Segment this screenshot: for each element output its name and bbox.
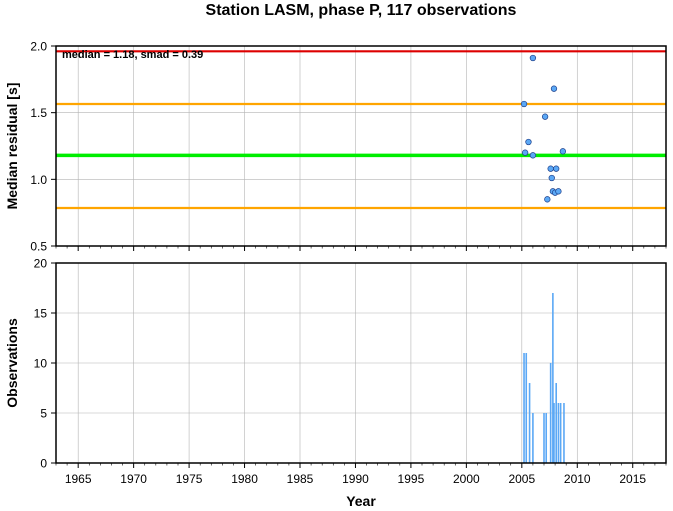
residual-point — [544, 196, 551, 203]
observations-panel: 0 5 10 15 20 1965 1970 1975 1980 1985 1990 1995 200… — [4, 246, 667, 509]
year-x-label: Year — [346, 493, 376, 509]
residual-point — [555, 188, 562, 195]
y-tick-label: 0.5 — [30, 240, 47, 254]
residual-point — [520, 100, 528, 108]
reference-lines — [56, 50, 666, 210]
y-tick-label: 15 — [34, 307, 48, 321]
observation-bar — [549, 363, 552, 463]
residual-y-ticks: 0.5 1.0 1.5 2.0 — [30, 40, 56, 254]
observations-grid — [56, 262, 666, 464]
observation-bar — [557, 403, 560, 463]
observation-bar — [559, 403, 562, 463]
residual-point — [548, 174, 555, 182]
observation-bar — [545, 413, 548, 463]
x-tick-label: 2010 — [564, 472, 591, 486]
observation-bar — [543, 413, 545, 463]
residual-point — [559, 148, 567, 155]
residual-frame — [55, 45, 667, 247]
x-tick-label: 1970 — [120, 472, 147, 486]
residual-point — [529, 54, 537, 62]
residual-points — [520, 54, 567, 203]
x-tick-label: 1990 — [342, 472, 369, 486]
year-ticks: 1965 1970 1975 1980 1985 1990 1995 2000 2005 2010… — [55, 246, 667, 486]
residual-point — [550, 85, 558, 92]
x-tick-label: 1975 — [176, 472, 203, 486]
median-annotation: median = 1.18, smad = 0.39 — [62, 49, 203, 61]
residual-point — [525, 138, 532, 146]
residual-point — [521, 149, 529, 156]
x-tick-label: 2000 — [453, 472, 480, 486]
observation-bar — [552, 293, 554, 463]
residual-point — [541, 113, 549, 120]
residual-y-label: Median residual [s] — [4, 83, 20, 210]
observation-bars — [523, 293, 565, 463]
observations-y-ticks: 0 5 10 15 20 — [34, 257, 56, 471]
y-tick-label: 5 — [40, 407, 47, 421]
observations-y-label: Observations — [4, 318, 20, 408]
x-tick-label: 1985 — [287, 472, 314, 486]
residual-point — [553, 165, 560, 172]
y-tick-label: 0 — [40, 457, 47, 471]
x-tick-label: 1980 — [231, 472, 258, 486]
observation-bar — [525, 353, 528, 463]
observation-bar — [563, 403, 565, 463]
y-tick-label: 1.0 — [30, 173, 47, 187]
residual-panel: 0.51.01.52.0 median = 1.18, smad = 0.39 … — [4, 40, 667, 254]
y-tick-label: 2.0 — [30, 40, 47, 54]
y-tick-label: 10 — [34, 357, 48, 371]
residual-point — [529, 152, 537, 159]
x-tick-label: 2015 — [619, 472, 646, 486]
y-tick-label: 20 — [34, 257, 48, 271]
observation-bar — [532, 413, 534, 463]
observation-bar — [555, 383, 557, 463]
x-tick-label: 2005 — [508, 472, 535, 486]
residual-grid — [56, 45, 666, 247]
observation-bar — [528, 383, 531, 463]
x-tick-label: 1995 — [398, 472, 425, 486]
observation-bar — [553, 403, 555, 463]
x-tick-label: 1965 — [65, 472, 92, 486]
observation-bar — [523, 353, 525, 463]
chart-title: Station LASM, phase P, 117 observations — [206, 2, 517, 19]
residual-point — [547, 165, 554, 172]
y-tick-label: 1.5 — [30, 106, 47, 120]
